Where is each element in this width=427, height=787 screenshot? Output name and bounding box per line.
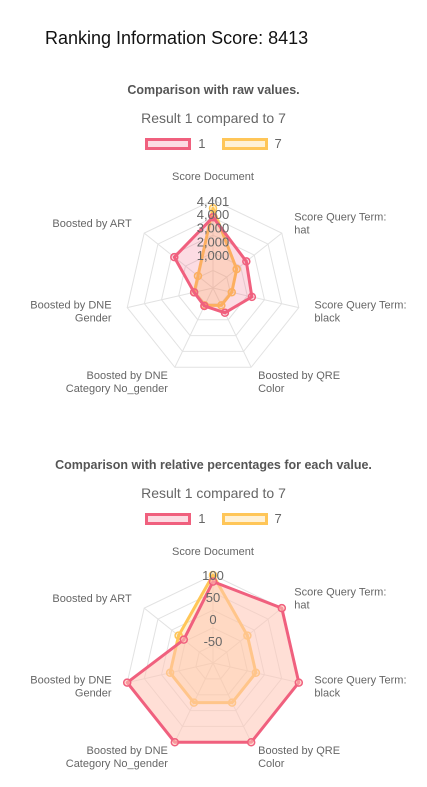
legend-item-series-7[interactable]: 7 — [221, 136, 282, 151]
series-1-point — [294, 678, 304, 687]
series-1-point — [170, 252, 179, 262]
series-1-point — [208, 577, 218, 586]
chart-subtitle: Result 1 compared to 7 — [141, 485, 286, 501]
grid-ring — [160, 234, 266, 337]
axis-label: Boosted by DNE Gender — [30, 675, 112, 700]
legend-swatch — [145, 512, 192, 525]
grid-ring — [126, 199, 300, 368]
grid-spoke — [143, 232, 214, 289]
series-1-point — [208, 212, 218, 222]
series-1-point — [122, 678, 132, 687]
tick-label: -50 — [204, 634, 223, 649]
series-1-point — [247, 292, 257, 302]
axis-label: Boosted by DNE Gender — [30, 300, 112, 325]
axis-label: Score Query Term: hat — [294, 587, 386, 612]
axis-label: Score Document — [172, 171, 254, 183]
chart-title: Comparison with relative percentages for… — [55, 458, 372, 472]
legend-item-series-1[interactable]: 1 — [145, 136, 206, 151]
chart-title: Comparison with raw values. — [127, 83, 300, 97]
tick-label: 1,000 — [197, 248, 230, 263]
axis-label: Boosted by DNE Category No_gender — [66, 745, 168, 770]
series-1-point — [220, 308, 230, 318]
axis-label: Boosted by QRE Color — [258, 370, 340, 395]
series-1-point — [242, 257, 251, 266]
axis-label: Boosted by ART — [52, 593, 132, 605]
legend-item-series-7[interactable]: 7 — [221, 511, 282, 526]
page-title: Ranking Information Score: 8413 — [45, 28, 309, 48]
tick-label: 100 — [202, 568, 224, 583]
series-1-point — [189, 288, 199, 297]
series-1-point — [277, 603, 287, 613]
grid-spoke — [127, 287, 214, 309]
axis-label: Score Document — [172, 546, 254, 558]
max-value-label: 4,401 — [197, 194, 230, 209]
tick-label: 3,000 — [197, 221, 230, 236]
series-1-point — [170, 738, 180, 747]
axis-label: Boosted by DNE Category No_gender — [66, 370, 168, 395]
chart-legend: 1 7 — [0, 511, 427, 526]
grid-spoke — [174, 287, 214, 368]
axis-label: Score Query Term: black — [314, 675, 406, 700]
series-1-point — [179, 635, 189, 644]
series-7-point — [193, 271, 203, 281]
series-7-point — [208, 203, 218, 213]
legend-label: 1 — [198, 511, 206, 526]
grid-ring — [143, 217, 283, 352]
axis-label: Boosted by QRE Color — [258, 745, 340, 770]
legend-swatch — [221, 137, 268, 150]
series-1-point — [246, 738, 256, 747]
tick-label: 2,000 — [197, 234, 230, 249]
series-7-point — [217, 301, 226, 310]
axis-label: Boosted by ART — [52, 218, 132, 230]
series-7-point — [232, 264, 241, 274]
chart-legend: 1 7 — [0, 136, 427, 151]
tick-label: 50 — [206, 590, 220, 605]
radar-chart-relative: -50 0 50 100 Score Document Score Query Term:… — [30, 546, 406, 770]
legend-swatch — [221, 512, 268, 525]
series-7-point — [227, 288, 237, 297]
legend-label: 1 — [198, 136, 206, 151]
legend-swatch — [145, 137, 192, 150]
legend-label: 7 — [274, 136, 282, 151]
series-1-area — [125, 580, 301, 744]
legend-label: 7 — [274, 511, 282, 526]
tick-label: 4,000 — [197, 207, 230, 222]
grid-ring — [178, 252, 248, 321]
axis-label: Score Query Term: black — [314, 300, 406, 325]
chart-subtitle: Result 1 compared to 7 — [141, 110, 286, 126]
tick-label: 0 — [209, 612, 216, 627]
series-1-point — [200, 301, 209, 311]
axis-label: Score Query Term: hat — [294, 212, 386, 237]
legend-item-series-1[interactable]: 1 — [145, 511, 206, 526]
grid-spoke — [212, 287, 252, 368]
